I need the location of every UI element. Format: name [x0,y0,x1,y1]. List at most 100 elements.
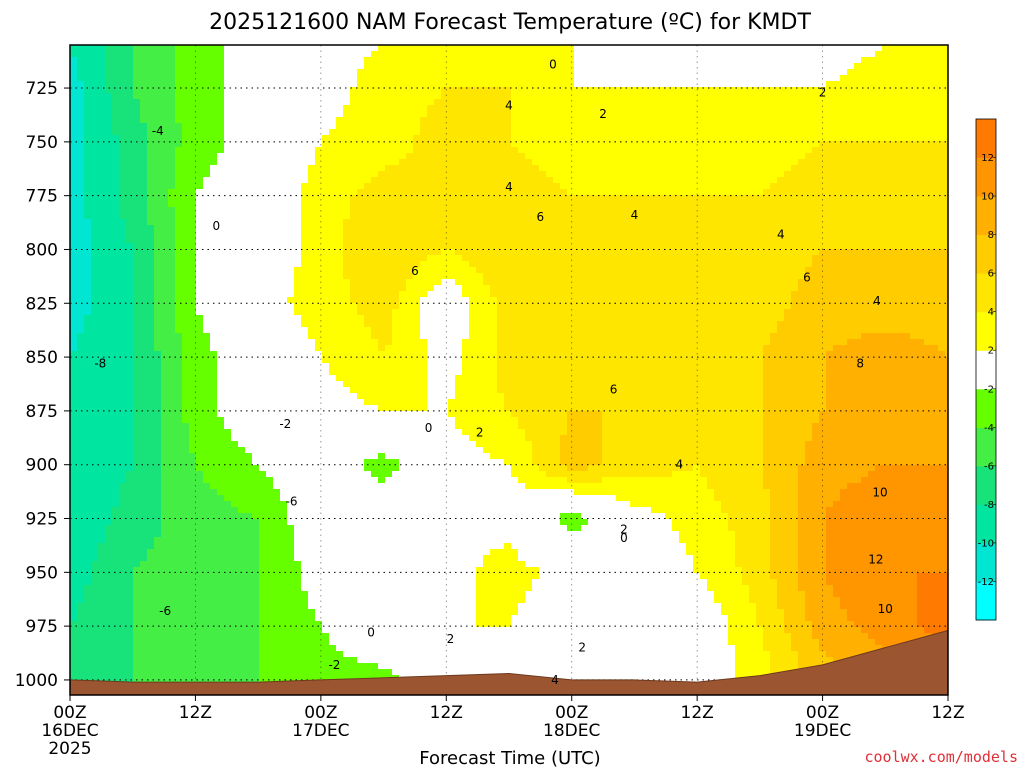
temperature-cell [287,657,295,664]
temperature-cell [371,633,379,640]
temperature-cell [161,159,169,166]
temperature-cell [252,441,260,448]
temperature-cell [371,573,379,580]
temperature-cell [385,381,393,388]
temperature-cell [294,645,302,652]
temperature-cell [231,345,239,352]
temperature-cell [98,507,106,514]
temperature-cell [161,123,169,130]
temperature-cell [308,435,316,442]
temperature-cell [105,459,113,466]
temperature-cell [308,165,316,172]
temperature-cell [217,615,225,622]
temperature-cell [224,603,232,610]
temperature-cell [371,123,379,130]
temperature-cell [210,297,218,304]
temperature-cell [231,567,239,574]
temperature-cell [119,153,127,160]
temperature-cell [189,423,197,430]
temperature-cell [126,381,134,388]
temperature-cell [70,75,78,82]
temperature-cell [364,369,372,376]
temperature-cell [217,279,225,286]
temperature-cell [308,567,316,574]
temperature-cell [224,579,232,586]
temperature-cell [189,495,197,502]
temperature-cell [322,279,330,286]
temperature-cell [259,147,267,154]
temperature-cell [133,177,141,184]
temperature-cell [385,195,393,202]
temperature-cell [189,441,197,448]
temperature-cell [203,507,211,514]
temperature-cell [161,459,169,466]
temperature-cell [175,495,183,502]
temperature-cell [154,57,162,64]
temperature-cell [77,219,85,226]
temperature-cell [259,579,267,586]
temperature-cell [154,537,162,544]
temperature-cell [70,243,78,250]
temperature-cell [210,387,218,394]
temperature-cell [322,531,330,538]
temperature-cell [77,351,85,358]
temperature-cell [91,669,99,676]
temperature-cell [259,663,267,670]
temperature-cell [231,429,239,436]
temperature-cell [357,345,365,352]
temperature-cell [168,177,176,184]
temperature-cell [98,105,106,112]
temperature-cell [161,51,169,58]
temperature-cell [70,621,78,628]
temperature-cell [189,657,197,664]
temperature-cell [217,477,225,484]
temperature-cell [238,435,246,442]
temperature-cell [357,141,365,148]
temperature-cell [280,663,288,670]
temperature-cell [322,207,330,214]
temperature-cell [308,447,316,454]
temperature-cell [294,609,302,616]
temperature-cell [238,657,246,664]
temperature-cell [112,639,120,646]
temperature-cell [224,63,232,70]
temperature-cell [287,363,295,370]
temperature-cell [280,45,288,52]
temperature-cell [154,561,162,568]
temperature-cell [294,69,302,76]
temperature-cell [280,525,288,532]
temperature-cell [364,441,372,448]
temperature-cell [364,159,372,166]
temperature-cell [126,483,134,490]
temperature-cell [364,99,372,106]
temperature-cell [245,177,253,184]
temperature-cell [350,147,358,154]
temperature-cell [322,327,330,334]
temperature-cell [161,411,169,418]
temperature-cell [175,501,183,508]
temperature-cell [182,519,190,526]
temperature-cell [119,213,127,220]
temperature-cell [217,375,225,382]
temperature-cell [336,477,344,484]
temperature-cell [140,87,148,94]
temperature-cell [315,555,323,562]
temperature-cell [98,333,106,340]
temperature-cell [98,651,106,658]
temperature-cell [133,657,141,664]
temperature-cell [266,309,274,316]
temperature-cell [189,81,197,88]
temperature-cell [182,465,190,472]
temperature-cell [378,123,386,130]
temperature-cell [91,57,99,64]
temperature-cell [273,225,281,232]
temperature-cell [371,567,379,574]
temperature-cell [203,495,211,502]
temperature-cell [329,609,337,616]
temperature-cell [315,537,323,544]
temperature-cell [371,321,379,328]
temperature-cell [301,345,309,352]
temperature-cell [280,387,288,394]
temperature-cell [315,231,323,238]
temperature-cell [252,273,260,280]
